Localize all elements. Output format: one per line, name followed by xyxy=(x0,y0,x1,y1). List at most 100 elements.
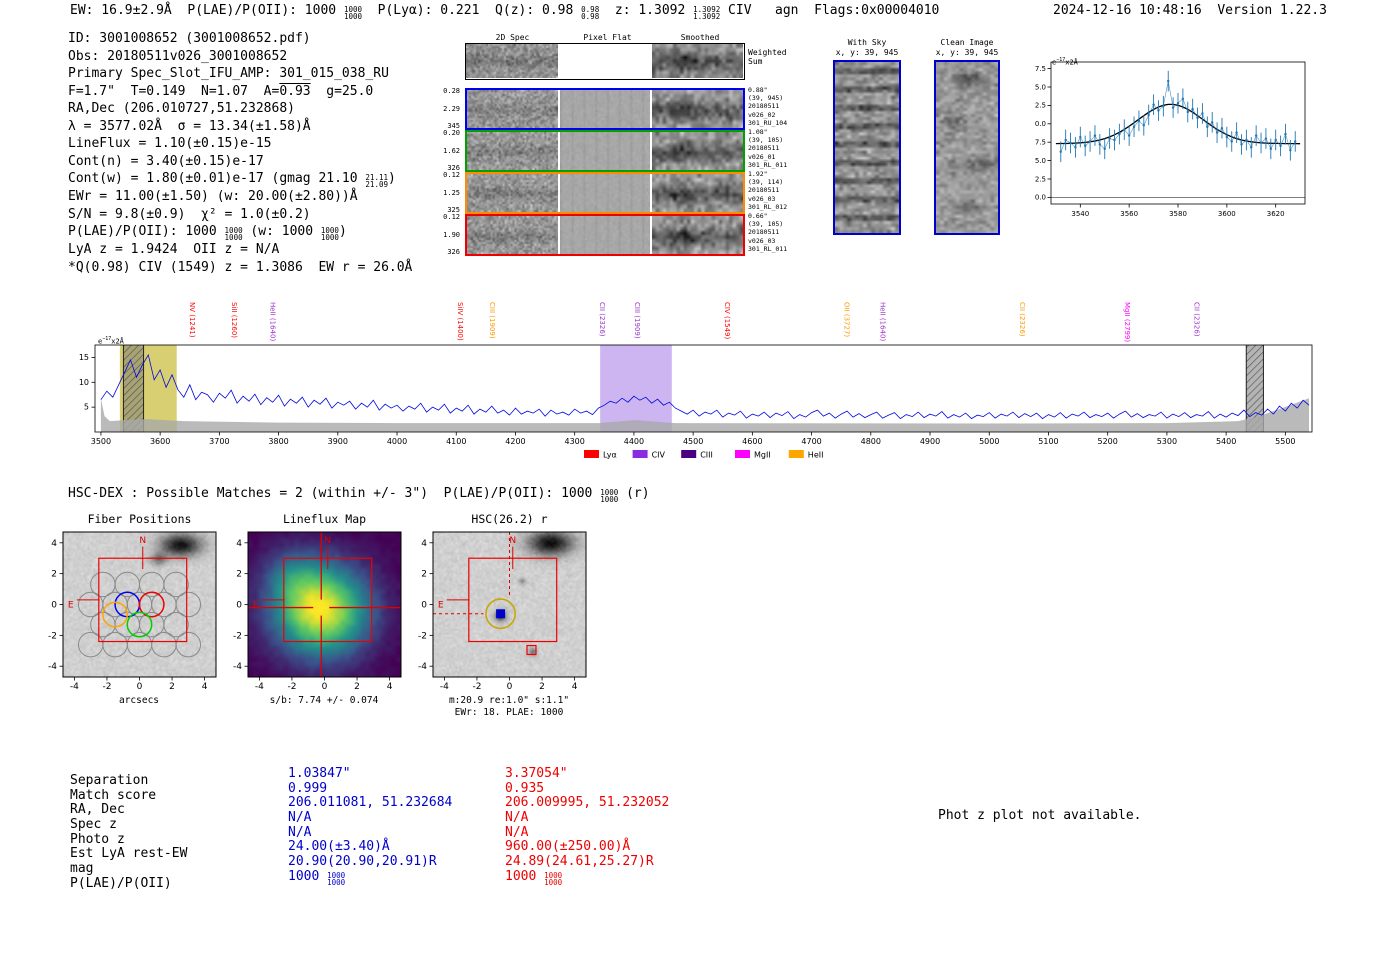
match-table-column-2: 3.37054" 0.935 206.009995, 51.232052 N/A N/A… xyxy=(505,766,669,884)
data-point xyxy=(1094,134,1096,136)
fiber-metric: 0.12 xyxy=(436,172,460,179)
match-value: 960.00(±250.00)Å xyxy=(505,839,669,854)
legend-swatch xyxy=(633,450,648,458)
data-point xyxy=(1284,133,1286,135)
x-tick-label: 4 xyxy=(387,682,393,692)
x-tick-label: 3800 xyxy=(268,437,288,446)
info-line: EWr = 11.00(±1.50) (w: 20.00(±2.80))Å xyxy=(68,188,412,206)
data-point xyxy=(1143,124,1145,126)
match-row-label: Est LyA rest-EW xyxy=(70,846,187,861)
data-point xyxy=(1147,114,1149,116)
fiber-2dspec-image xyxy=(467,90,558,128)
col-header-2dspec: 2D Spec xyxy=(465,33,560,42)
data-point xyxy=(1226,136,1228,138)
compass-e-label: E xyxy=(68,601,74,611)
y-tick-label: 10.0 xyxy=(1035,120,1046,128)
x-tick-label: 2 xyxy=(539,682,545,692)
lineflux-map-cutout: Lineflux Map N E -4 -4 -2 -2 0 0 2 2 4 4 s/b: 7.74 +… xyxy=(213,512,418,737)
data-point xyxy=(1240,143,1242,145)
fiber-smoothed-image xyxy=(652,174,743,212)
emission-line-label: CII (2326) xyxy=(598,302,606,337)
emission-line-label: CII (2326) xyxy=(1193,302,1201,337)
fiber-row-annotation: 1.08" (39, 105) 20180511 v026_01 301_RL_011 xyxy=(748,128,787,169)
x-tick-label: 4400 xyxy=(624,437,644,446)
cutout-frame xyxy=(248,532,401,677)
plot-frame xyxy=(1051,62,1305,204)
info-line: S/N = 9.8(±0.9) χ² = 1.0(±0.2) xyxy=(68,206,412,224)
fraction-stack: 1000 1000 xyxy=(327,872,345,886)
y-tick-label: 17.5 xyxy=(1035,65,1046,73)
fiber-annotation-line: 20180511 xyxy=(748,186,787,194)
withsky-panel xyxy=(833,60,901,235)
cleanimage-image xyxy=(936,62,998,233)
data-point xyxy=(1216,131,1218,133)
data-point xyxy=(1245,139,1247,141)
hsc-r-cutout: HSC(26.2) r N E -4 -4 -2 -2 0 0 2 2 4 4 m:20.9 re:1.… xyxy=(398,512,603,737)
data-point xyxy=(1289,149,1291,151)
info-line: F=1.7" T=0.149 N=1.07 A=0.93 g=25.0 xyxy=(68,83,412,101)
withsky-coords: x, y: 39, 945 xyxy=(830,48,904,58)
compass-n-label: N xyxy=(509,536,516,546)
col-header-smoothed: Smoothed xyxy=(655,33,745,42)
legend-label: Lyα xyxy=(603,451,617,460)
fiber-2dspec-image xyxy=(467,132,558,170)
fiber-annotation-line: (39, 105) xyxy=(748,220,787,228)
withsky-title: With Sky xyxy=(830,38,904,48)
shaded-region xyxy=(600,345,672,432)
elixer-report: EW: 16.9±2.9Å P(LAE)/P(OII): 1000 1000 10… xyxy=(0,0,1400,953)
x-tick-label: 5000 xyxy=(979,437,999,446)
data-point xyxy=(1152,103,1154,105)
x-tick-label: -2 xyxy=(102,682,111,692)
y-tick-label: 5.0 xyxy=(1035,157,1046,165)
match-row-label: P(LAE)/P(OII) xyxy=(70,876,187,891)
zoom-plot: 354035603580360036200.02.55.07.510.012.5… xyxy=(1035,52,1325,230)
x-tick-label: -2 xyxy=(472,682,481,692)
spectrum-line xyxy=(101,355,1309,419)
x-tick-label: -2 xyxy=(287,682,296,692)
cleanimage-coords: x, y: 39, 945 xyxy=(928,48,1006,58)
data-point xyxy=(1211,121,1213,123)
fiber-smoothed-image xyxy=(652,90,743,128)
y-tick-label: -4 xyxy=(233,662,242,672)
data-point xyxy=(1064,139,1066,141)
data-point xyxy=(1279,145,1281,147)
data-point xyxy=(1221,127,1223,129)
cleanimage-panel xyxy=(934,60,1000,235)
fiber-annotation-line: 301_RL_012 xyxy=(748,203,787,211)
match-row-label: mag xyxy=(70,861,187,876)
match-value: 206.011081, 51.232684 xyxy=(288,795,452,810)
hsc-dex-match-summary: HSC-DEX : Possible Matches = 2 (within +… xyxy=(68,486,650,503)
cutout-xlabel: arcsecs xyxy=(119,695,159,706)
catalog-source-square xyxy=(496,609,505,618)
emission-line-label: CIV (1549) xyxy=(723,302,731,340)
x-tick-label: 2 xyxy=(169,682,175,692)
legend-swatch xyxy=(735,450,750,458)
x-tick-label: 0 xyxy=(322,682,328,692)
legend-label: CIII xyxy=(700,451,713,460)
y-tick-label: 2 xyxy=(421,570,427,580)
header-timestamp-version: 2024-12-16 10:48:16 Version 1.22.3 xyxy=(1053,3,1327,18)
info-line: ID: 3001008652 (3001008652.pdf) xyxy=(68,30,412,48)
x-tick-label: 2 xyxy=(354,682,360,692)
emission-line-label: OII (3727) xyxy=(843,302,851,337)
lineflux-map-title: Lineflux Map xyxy=(248,512,401,526)
y-tick-label: 0 xyxy=(51,601,57,611)
fiber-pixelflat-image xyxy=(560,90,650,128)
fiber-annotation-line: 0.66" xyxy=(748,212,787,220)
match-value: 24.00(±3.40)Å xyxy=(288,839,452,854)
emission-line-label: CIII (1909) xyxy=(488,302,496,339)
weighted-sum-2dspec-image xyxy=(466,44,558,78)
fiber-metric: 1.90 xyxy=(436,232,460,239)
full-spectrum-plot: 3500 3600 3700 3800 3900 4000 4100 4200 4300 4400… xyxy=(60,296,1330,471)
x-tick-label: 4100 xyxy=(446,437,466,446)
y-tick-label: 10 xyxy=(79,378,89,387)
x-tick-label: 3620 xyxy=(1267,210,1285,218)
fiber-annotation-line: v026_01 xyxy=(748,153,787,161)
fraction-stack: 21.11 21.09 xyxy=(365,174,388,188)
data-point xyxy=(1191,108,1193,110)
spec2d-row xyxy=(465,172,745,214)
noise-floor xyxy=(101,398,1309,432)
data-point xyxy=(1108,137,1110,139)
match-value: N/A xyxy=(288,825,452,840)
x-tick-label: 5500 xyxy=(1275,437,1295,446)
